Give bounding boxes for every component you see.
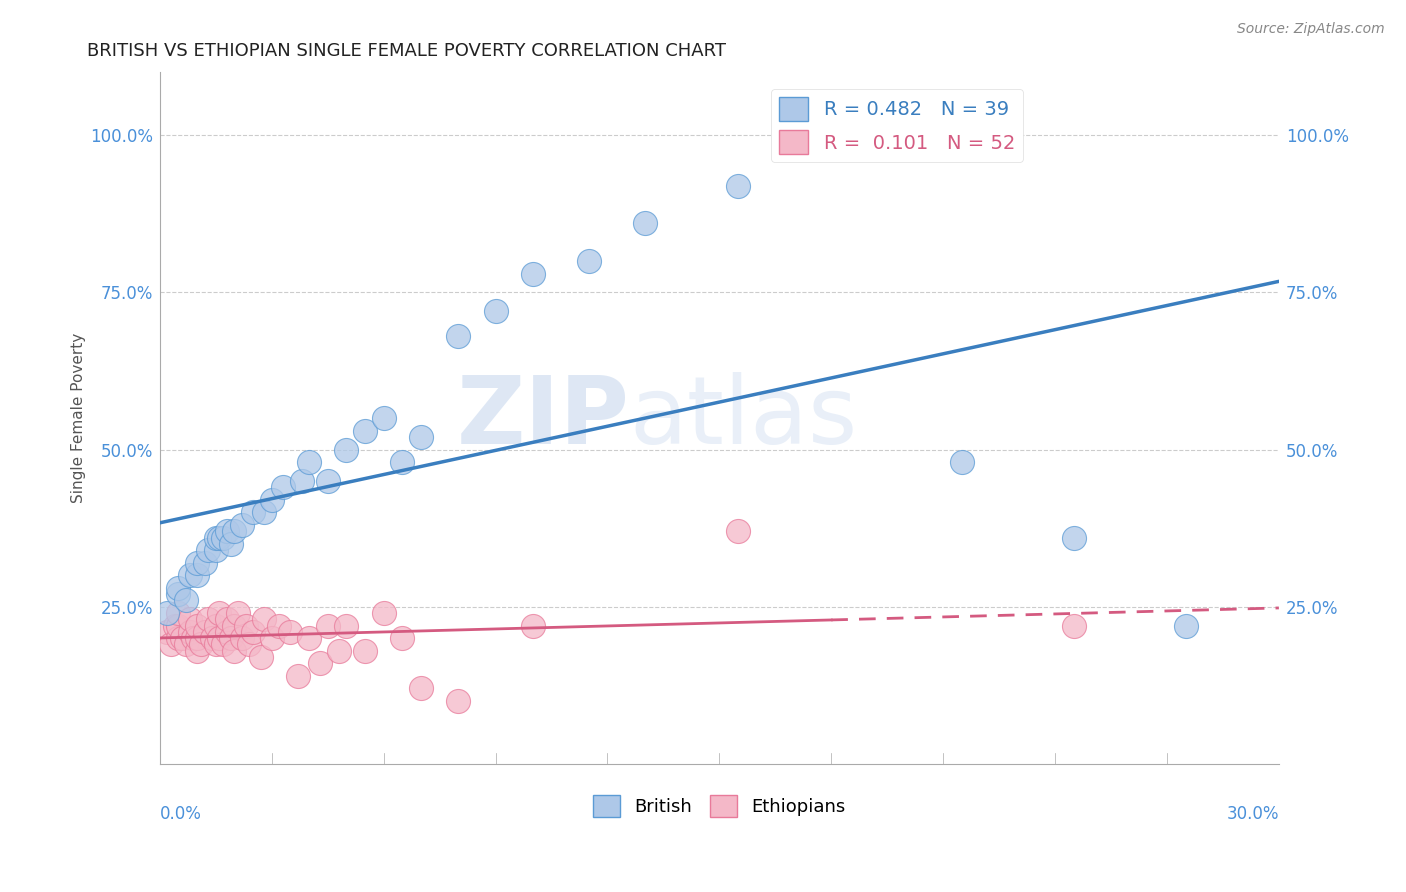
- Point: [373, 411, 395, 425]
- Point: [354, 424, 377, 438]
- Point: [193, 624, 215, 639]
- Point: [335, 442, 357, 457]
- Point: [260, 492, 283, 507]
- Point: [167, 606, 190, 620]
- Point: [224, 618, 246, 632]
- Point: [522, 618, 544, 632]
- Point: [634, 216, 657, 230]
- Point: [212, 637, 235, 651]
- Point: [231, 518, 253, 533]
- Point: [197, 612, 219, 626]
- Point: [172, 631, 194, 645]
- Point: [354, 643, 377, 657]
- Point: [578, 254, 600, 268]
- Point: [298, 455, 321, 469]
- Point: [280, 624, 302, 639]
- Text: ZIP: ZIP: [457, 372, 630, 464]
- Point: [309, 657, 332, 671]
- Point: [219, 537, 242, 551]
- Point: [316, 474, 339, 488]
- Point: [373, 606, 395, 620]
- Point: [224, 524, 246, 539]
- Point: [215, 624, 238, 639]
- Point: [235, 618, 257, 632]
- Point: [1063, 618, 1085, 632]
- Point: [167, 581, 190, 595]
- Point: [238, 637, 260, 651]
- Point: [316, 618, 339, 632]
- Point: [522, 267, 544, 281]
- Point: [253, 505, 276, 519]
- Text: 30.0%: 30.0%: [1226, 805, 1279, 823]
- Point: [215, 524, 238, 539]
- Point: [179, 612, 201, 626]
- Point: [1063, 531, 1085, 545]
- Point: [447, 694, 470, 708]
- Point: [186, 556, 208, 570]
- Point: [186, 631, 208, 645]
- Point: [224, 643, 246, 657]
- Point: [156, 624, 179, 639]
- Point: [179, 568, 201, 582]
- Point: [204, 531, 226, 545]
- Point: [287, 669, 309, 683]
- Point: [212, 531, 235, 545]
- Point: [183, 631, 205, 645]
- Point: [179, 624, 201, 639]
- Point: [160, 637, 183, 651]
- Point: [174, 593, 197, 607]
- Point: [190, 637, 212, 651]
- Point: [253, 612, 276, 626]
- Point: [249, 650, 271, 665]
- Point: [335, 618, 357, 632]
- Point: [174, 637, 197, 651]
- Point: [260, 631, 283, 645]
- Text: Source: ZipAtlas.com: Source: ZipAtlas.com: [1237, 22, 1385, 37]
- Point: [231, 631, 253, 645]
- Point: [447, 329, 470, 343]
- Point: [727, 524, 749, 539]
- Point: [156, 606, 179, 620]
- Y-axis label: Single Female Poverty: Single Female Poverty: [72, 333, 86, 503]
- Point: [186, 618, 208, 632]
- Point: [391, 631, 413, 645]
- Point: [204, 637, 226, 651]
- Point: [163, 618, 186, 632]
- Point: [204, 543, 226, 558]
- Point: [208, 531, 231, 545]
- Point: [197, 543, 219, 558]
- Point: [727, 178, 749, 193]
- Text: 0.0%: 0.0%: [160, 805, 201, 823]
- Point: [409, 681, 432, 696]
- Text: BRITISH VS ETHIOPIAN SINGLE FEMALE POVERTY CORRELATION CHART: BRITISH VS ETHIOPIAN SINGLE FEMALE POVER…: [87, 42, 725, 60]
- Point: [1174, 618, 1197, 632]
- Point: [269, 618, 291, 632]
- Point: [215, 612, 238, 626]
- Point: [167, 618, 190, 632]
- Point: [391, 455, 413, 469]
- Point: [201, 631, 224, 645]
- Point: [208, 606, 231, 620]
- Legend: British, Ethiopians: British, Ethiopians: [585, 788, 853, 824]
- Point: [484, 304, 506, 318]
- Point: [858, 128, 880, 143]
- Point: [242, 505, 264, 519]
- Point: [242, 624, 264, 639]
- Point: [226, 606, 249, 620]
- Point: [208, 631, 231, 645]
- Point: [167, 631, 190, 645]
- Point: [950, 455, 973, 469]
- Point: [290, 474, 312, 488]
- Text: atlas: atlas: [630, 372, 858, 464]
- Point: [409, 430, 432, 444]
- Point: [167, 587, 190, 601]
- Point: [298, 631, 321, 645]
- Point: [219, 631, 242, 645]
- Point: [193, 556, 215, 570]
- Point: [328, 643, 350, 657]
- Point: [186, 568, 208, 582]
- Point: [204, 618, 226, 632]
- Point: [271, 480, 294, 494]
- Point: [186, 643, 208, 657]
